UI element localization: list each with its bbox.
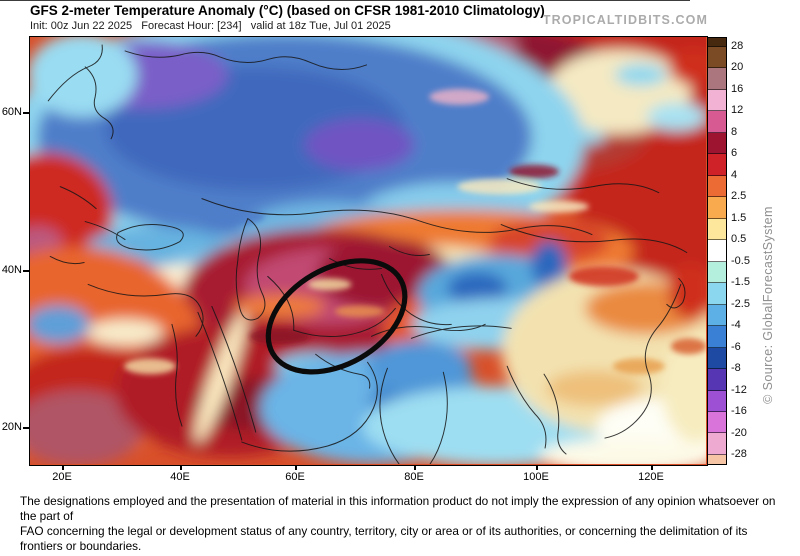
colorbar-segment	[708, 411, 726, 434]
anomaly-shading-canvas	[30, 37, 706, 464]
colorbar-segment	[708, 390, 726, 412]
colorbar-segment	[708, 154, 726, 176]
lat-label-40N: 40N	[1, 264, 22, 276]
colorbar-segment	[708, 68, 726, 90]
disclaimer-line-3: frontiers or boundaries.	[20, 539, 142, 553]
lon-label-80E: 80E	[404, 471, 424, 483]
colorbar-segment	[708, 304, 726, 327]
colorbar-label-6: 6	[731, 147, 738, 160]
lon-label-40E: 40E	[170, 471, 190, 483]
init-forecast-valid-line: Init: 00z Jun 22 2025 Forecast Hour: [23…	[30, 20, 391, 32]
colorbar-label--4: -4	[731, 319, 741, 332]
colorbar-segment	[708, 347, 726, 370]
lat-tick-60N	[23, 112, 29, 114]
colorbar-segment	[708, 111, 726, 133]
lon-tick-120E	[651, 465, 653, 470]
window-top-edge	[0, 0, 690, 1]
colorbar-label--28: -28	[731, 448, 747, 460]
colorbar-segment	[708, 47, 726, 69]
colorbar-label-1.5: 1.5	[731, 211, 747, 224]
disclaimer-line-2: FAO concerning the legal or development …	[20, 524, 748, 538]
colorbar-label--2.5: -2.5	[731, 297, 750, 310]
disclaimer-line-1: The designations employed and the presen…	[20, 494, 776, 523]
colorbar-label-0.5: 0.5	[731, 233, 747, 246]
lat-label-60N: 60N	[1, 106, 22, 118]
lat-tick-40N	[23, 270, 29, 272]
lon-tick-20E	[62, 465, 64, 470]
lon-label-60E: 60E	[285, 471, 305, 483]
colorbar-label--8: -8	[731, 362, 741, 375]
colorbar-segment	[708, 89, 726, 112]
lon-label-20E: 20E	[52, 471, 72, 483]
colorbar-segment	[708, 369, 726, 391]
colorbar-label--0.5: -0.5	[731, 254, 750, 267]
colorbar-label-16: 16	[731, 82, 744, 95]
lon-tick-40E	[180, 465, 182, 470]
lon-tick-100E	[536, 465, 538, 470]
colorbar-segment	[708, 261, 726, 284]
colorbar-segment	[708, 433, 726, 455]
colorbar-segment	[708, 38, 726, 47]
colorbar-labels: 28 20 16 12 8 6 4 2.5 1.5 0.5 -0.5 -1.5 -2.5 -4 -6 -8 -1…	[731, 37, 777, 465]
colorbar-segment	[708, 326, 726, 348]
colorbar-segment	[708, 240, 726, 262]
temperature-anomaly-map	[29, 36, 708, 466]
colorbar-label-12: 12	[731, 104, 744, 117]
colorbar-label-28: 28	[731, 40, 744, 52]
colorbar-segment	[708, 197, 726, 219]
lon-label-100E: 100E	[523, 471, 549, 483]
colorbar-label-2.5: 2.5	[731, 190, 747, 203]
lat-label-20N: 20N	[1, 421, 22, 433]
colorbar-label--16: -16	[731, 405, 747, 418]
lon-label-120E: 120E	[638, 471, 664, 483]
lon-tick-60E	[295, 465, 297, 470]
colorbar-label--12: -12	[731, 383, 747, 396]
colorbar-label--1.5: -1.5	[731, 276, 750, 289]
anomaly-blobs	[30, 37, 706, 464]
anomaly-mottle-texture	[124, 88, 706, 375]
colorbar-label-8: 8	[731, 125, 738, 138]
colorbar-label--20: -20	[731, 426, 747, 439]
fao-disclaimer: The designations employed and the presen…	[20, 494, 785, 554]
lat-tick-20N	[23, 427, 29, 429]
map-title: GFS 2-meter Temperature Anomaly (°C) (ba…	[30, 3, 545, 18]
source-credit: © Source: GlobalForecastSystem	[761, 206, 775, 404]
colorbar-label-4: 4	[731, 168, 738, 181]
colorbar	[707, 37, 727, 465]
tropicaltidbits-watermark: TROPICALTIDBITS.COM	[542, 13, 708, 27]
lon-tick-80E	[414, 465, 416, 470]
colorbar-segment	[708, 283, 726, 305]
colorbar-label-20: 20	[731, 61, 744, 74]
colorbar-segment	[708, 132, 726, 155]
coastline-border-lines	[47, 44, 688, 464]
colorbar-segment	[708, 175, 726, 198]
colorbar-label--6: -6	[731, 340, 741, 353]
colorbar-segment	[708, 218, 726, 241]
highlight-ellipse-annotation	[265, 258, 408, 375]
colorbar-segment	[708, 454, 726, 464]
